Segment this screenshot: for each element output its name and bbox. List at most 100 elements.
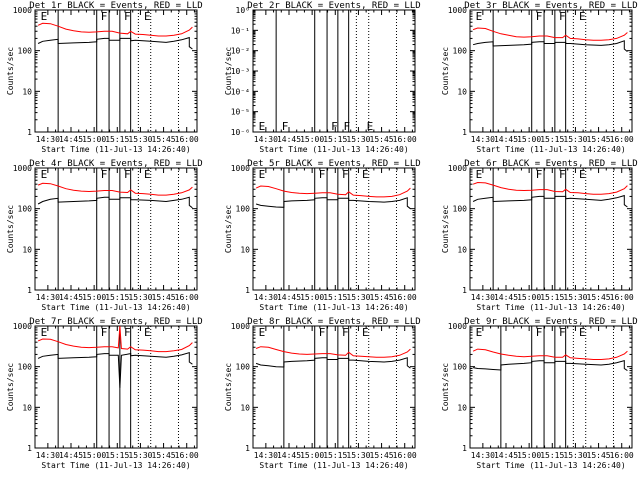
y-tick-label: 1 [462, 128, 467, 137]
flag-label-e: E [144, 168, 151, 181]
y-tick-label: 10 [22, 245, 32, 254]
flag-label-f: F [124, 326, 131, 339]
y-tick-label: 10 [240, 245, 250, 254]
y-tick-label: 1000 [448, 322, 467, 331]
y-tick-label: 100 [18, 363, 33, 372]
x-tick-label: 14:30 [471, 451, 495, 460]
flag-label-e: E [144, 326, 151, 339]
flag-label-f: F [536, 10, 543, 23]
x-tick-label: 14:30 [36, 293, 60, 302]
y-tick-label: 10 [457, 403, 467, 412]
x-axis-label: Start Time (11-Jul-13 14:26:40) [41, 303, 190, 312]
x-tick-label: 15:00 [517, 293, 541, 302]
series-events-line [473, 360, 628, 372]
flag-label-f: F [331, 120, 338, 133]
panel-title: Det 5r BLACK = Events, RED = LLD [247, 159, 420, 169]
series-lld-line [37, 182, 193, 196]
x-tick-label: 15:15 [323, 451, 347, 460]
panel-det-6r: Det 6r BLACK = Events, RED = LLD 1 10 100 10… [441, 159, 638, 312]
plot-frame [469, 325, 633, 449]
x-tick-label: 15:45 [370, 451, 394, 460]
y-tick-label: 10 [457, 245, 467, 254]
series-events-line [255, 357, 411, 369]
panel-det-7r: Det 7r BLACK = Events, RED = LLD 1 10 100 10… [6, 317, 203, 470]
flag-label-e: E [579, 326, 586, 339]
x-tick-label: 15:00 [517, 451, 541, 460]
y-tick-label: 1 [27, 128, 32, 137]
series-lld-line [472, 181, 628, 195]
x-tick-label: 15:30 [563, 451, 587, 460]
x-tick-label: 16:00 [610, 135, 634, 144]
y-axis-label: Counts/sec [441, 205, 450, 253]
panel-det-3r: Det 3r BLACK = Events, RED = LLD 1 10 100 10… [441, 1, 638, 154]
flag-label-f: F [124, 10, 131, 23]
panel-det-8r: Det 8r BLACK = Events, RED = LLD 1 10 100 10… [224, 317, 421, 470]
y-tick-label: 1000 [231, 164, 250, 173]
x-tick-label: 16:00 [175, 293, 199, 302]
panel-det-5r: Det 5r BLACK = Events, RED = LLD 1 10 100 10… [224, 159, 421, 312]
y-tick-label: 10⁻⁶ [231, 128, 250, 137]
plot-frame [252, 9, 416, 133]
plot-frame [34, 167, 198, 291]
x-tick-label: 14:45 [494, 451, 518, 460]
x-tick-label: 15:30 [128, 451, 152, 460]
y-tick-label: 1 [462, 444, 467, 453]
flag-label-f: F [124, 168, 131, 181]
flag-label-e: E [362, 168, 369, 181]
x-axis-label: Start Time (11-Jul-13 14:26:40) [476, 461, 625, 470]
series-lld-line [472, 348, 628, 360]
x-axis-label: Start Time (11-Jul-13 14:26:40) [259, 461, 408, 470]
x-axis-label: Start Time (11-Jul-13 14:26:40) [41, 145, 190, 154]
y-tick-label: 100 [236, 205, 251, 214]
y-tick-label: 10⁻¹ [231, 26, 250, 35]
series-events-line [472, 194, 628, 208]
y-tick-label: 1000 [448, 164, 467, 173]
flag-label-e: E [259, 168, 266, 181]
y-tick-label: 10⁻³ [231, 67, 250, 76]
x-tick-label: 15:45 [370, 135, 394, 144]
y-tick-label: 100 [453, 47, 468, 56]
plot-frame [252, 325, 416, 449]
x-tick-label: 15:00 [300, 135, 324, 144]
x-tick-label: 15:15 [323, 135, 347, 144]
x-axis-label: Start Time (11-Jul-13 14:26:40) [259, 145, 408, 154]
flag-label-f: F [343, 120, 350, 133]
x-tick-label: 14:30 [36, 135, 60, 144]
x-tick-label: 14:30 [471, 293, 495, 302]
flag-label-f: F [101, 10, 108, 23]
series-lld-line [255, 185, 411, 198]
x-tick-label: 15:30 [346, 451, 370, 460]
y-tick-label: 10 [240, 403, 250, 412]
y-tick-label: 10⁻² [231, 47, 250, 56]
x-tick-label: 15:45 [587, 451, 611, 460]
x-tick-label: 15:15 [540, 293, 564, 302]
series-events-line [37, 352, 193, 388]
x-tick-label: 14:30 [254, 135, 278, 144]
x-tick-label: 15:00 [517, 135, 541, 144]
x-tick-label: 15:30 [128, 135, 152, 144]
x-tick-label: 15:15 [105, 135, 129, 144]
x-axis-label: Start Time (11-Jul-13 14:26:40) [41, 461, 190, 470]
series-lld-line [37, 325, 193, 353]
y-tick-label: 1000 [231, 322, 250, 331]
flag-label-e: E [41, 10, 48, 23]
x-tick-label: 16:00 [610, 451, 634, 460]
x-tick-label: 15:45 [152, 135, 176, 144]
flag-label-f: F [559, 326, 566, 339]
flag-label-e: E [476, 168, 483, 181]
x-tick-label: 14:30 [471, 135, 495, 144]
x-tick-label: 15:00 [300, 451, 324, 460]
y-axis-label: Counts/sec [6, 205, 15, 253]
y-tick-label: 1 [245, 286, 250, 295]
x-tick-label: 14:30 [254, 293, 278, 302]
series-lld-line [472, 27, 628, 41]
x-tick-label: 14:45 [59, 451, 83, 460]
y-tick-label: 100 [18, 205, 33, 214]
x-tick-label: 15:15 [323, 293, 347, 302]
y-tick-label: 1000 [448, 6, 467, 15]
x-tick-label: 15:00 [82, 135, 106, 144]
flag-label-f: F [319, 168, 326, 181]
panel-title: Det 6r BLACK = Events, RED = LLD [464, 159, 637, 169]
x-axis-label: Start Time (11-Jul-13 14:26:40) [476, 303, 625, 312]
x-tick-label: 15:15 [540, 135, 564, 144]
